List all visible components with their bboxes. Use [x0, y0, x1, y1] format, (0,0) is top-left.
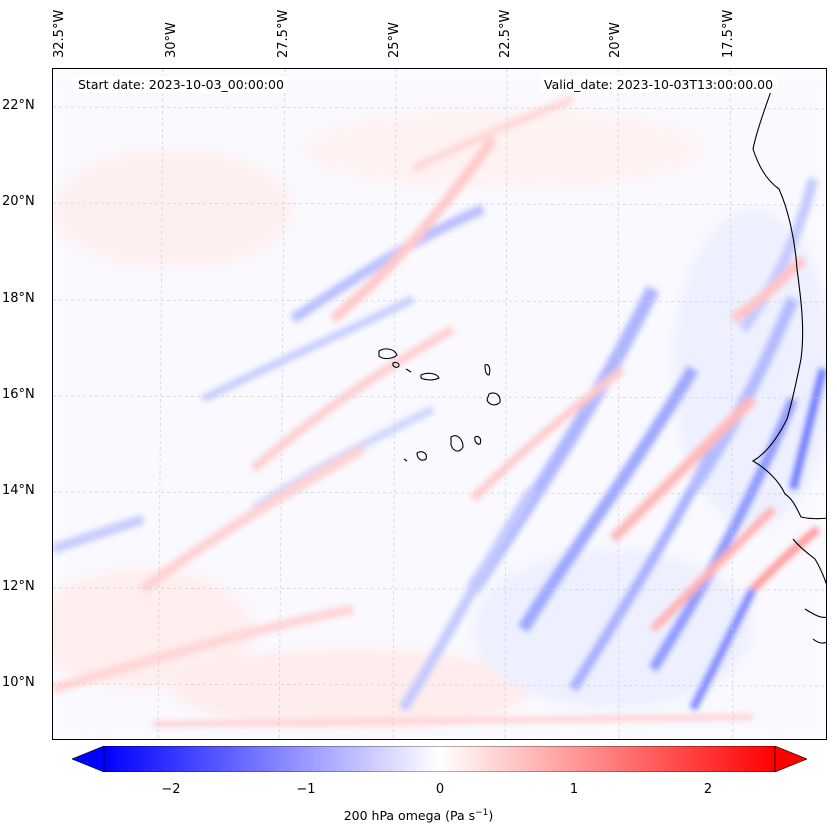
- colorbar-tick-1: 1: [569, 782, 579, 797]
- omega-field-svg: [53, 69, 826, 739]
- lon-label-32-5w: 32.5°W: [52, 9, 67, 58]
- coastline-guinea: [792, 538, 826, 644]
- colorbar-label-exponent: −1: [475, 808, 489, 818]
- start-date-label: Start date: 2023-10-03_00:00:00: [74, 76, 288, 93]
- lat-label-22n: 22°N: [2, 98, 35, 113]
- lon-label-20w: 20°W: [608, 22, 623, 58]
- colorbar-bar: [103, 746, 776, 772]
- colorbar-extend-low: [72, 746, 105, 772]
- colorbar-tick-2: 2: [703, 782, 713, 797]
- lon-label-30w: 30°W: [164, 22, 179, 58]
- lat-label-10n: 10°N: [2, 675, 35, 690]
- lat-label-20n: 20°N: [2, 194, 35, 209]
- colorbar-tick-neg2: −2: [161, 782, 181, 797]
- lon-label-17-5w: 17.5°W: [721, 9, 736, 58]
- colorbar-tick-neg1: −1: [296, 782, 316, 797]
- valid-date-label: Valid_date: 2023-10-03T13:00:00.00: [540, 76, 778, 93]
- lat-label-18n: 18°N: [2, 291, 35, 306]
- omega-field-background: [53, 69, 826, 739]
- omega-streaks: [53, 95, 826, 727]
- lat-label-16n: 16°N: [2, 387, 35, 402]
- lat-label-12n: 12°N: [2, 579, 35, 594]
- colorbar-label: 200 hPa omega (Pa s−1): [0, 808, 837, 823]
- graticule: [53, 69, 826, 739]
- colorbar-label-close: ): [488, 808, 494, 824]
- coastline-africa: [751, 90, 826, 520]
- colorbar-label-text: 200 hPa omega (Pa s: [343, 808, 476, 824]
- cape-verde-islands: [378, 348, 501, 462]
- lon-label-22-5w: 22.5°W: [498, 9, 513, 58]
- colorbar-tick-0: 0: [435, 782, 445, 797]
- colorbar: [72, 746, 807, 772]
- omega-map: [52, 68, 827, 740]
- lon-label-27-5w: 27.5°W: [276, 9, 291, 58]
- lon-label-25w: 25°W: [387, 22, 402, 58]
- colorbar-extend-high: [774, 746, 807, 772]
- lat-label-14n: 14°N: [2, 483, 35, 498]
